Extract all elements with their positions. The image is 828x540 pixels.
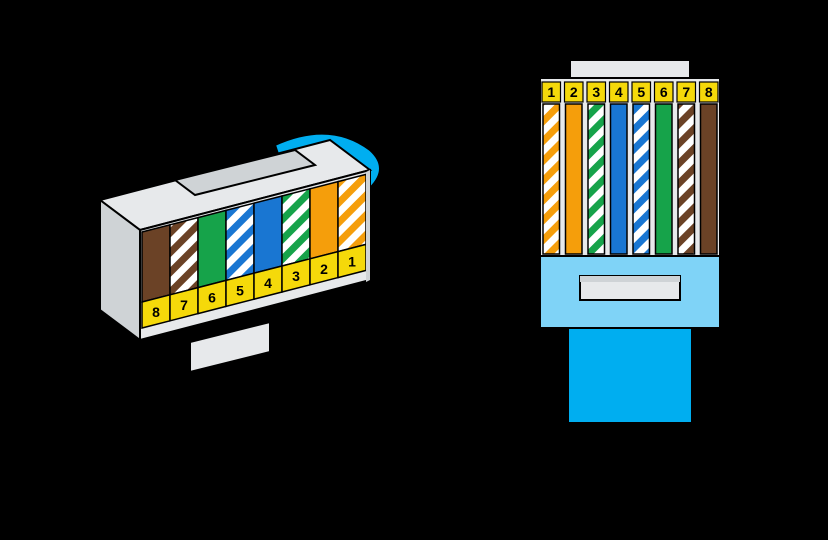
wire-white-orange [543,104,560,254]
wire-blue [611,104,628,254]
pin-label: 2 [570,84,578,100]
wire-orange [566,104,583,254]
wire-white-green [282,189,310,266]
wire-brown [142,225,170,302]
pin-label: 3 [292,268,300,284]
pin-label: 8 [152,304,160,320]
rj45-isometric: 8 7 6 5 4 3 2 1 [100,134,380,372]
pin-label: 1 [348,254,356,270]
wire-green [656,104,673,254]
pin-label: 3 [592,84,600,100]
body-right-edge [366,170,370,282]
cable-boot [568,328,692,423]
pin-label: 1 [547,84,555,100]
pin-label: 4 [264,275,272,291]
wire-orange [310,182,338,259]
top-cap [570,60,690,78]
wire-white-orange [338,174,366,251]
pin-label: 4 [615,84,623,100]
wire-white-brown [170,218,198,295]
pin-label: 7 [682,84,690,100]
bottom-tab [190,322,270,372]
wire-white-blue [226,203,254,280]
pin-label: 5 [236,282,244,298]
pin-label: 5 [637,84,645,100]
pin-label: 8 [705,84,713,100]
wire-white-blue [633,104,650,254]
rj45-topdown: 12345678 [540,60,720,423]
pin-label: 6 [660,84,668,100]
pin-label: 2 [320,261,328,277]
wire-blue [254,196,282,273]
wire-brown [701,104,718,254]
clip-window-shade [580,276,680,282]
wire-white-brown [678,104,695,254]
pin-label: 6 [208,290,216,306]
pin-label: 7 [180,297,188,313]
wire-green [198,210,226,287]
wire-white-green [588,104,605,254]
